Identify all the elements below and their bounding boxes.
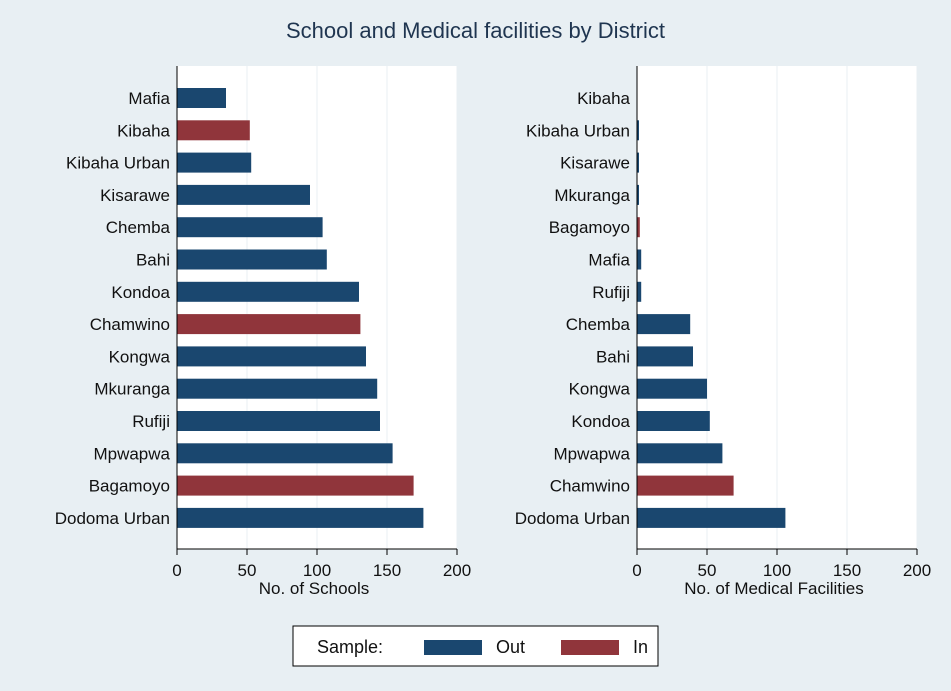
bar-mkuranga	[637, 184, 639, 205]
x-tick-label: 150	[373, 561, 401, 580]
category-label: Rufiji	[132, 412, 170, 431]
category-label: Chamwino	[90, 315, 170, 334]
category-label: Kisarawe	[560, 154, 630, 173]
bar-kibaha	[177, 120, 250, 141]
category-label: Chemba	[566, 315, 631, 334]
category-label: Kibaha Urban	[66, 154, 170, 173]
legend-title: Sample:	[317, 637, 383, 657]
category-label: Kibaha Urban	[526, 121, 630, 140]
x-tick-label: 200	[903, 561, 931, 580]
bar-bahi	[637, 346, 693, 367]
bar-kisarawe	[637, 152, 639, 173]
category-label: Kongwa	[569, 380, 631, 399]
bar-mafia	[637, 249, 642, 270]
category-label: Mkuranga	[554, 186, 630, 205]
category-label: Kibaha	[117, 121, 170, 140]
category-label: Chamwino	[550, 477, 630, 496]
bar-mafia	[177, 88, 226, 108]
bar-bagamoyo	[177, 475, 414, 496]
bar-kongwa	[177, 346, 366, 367]
bar-kisarawe	[177, 184, 310, 205]
bar-chamwino	[637, 475, 734, 496]
category-label: Chemba	[106, 218, 171, 237]
bar-rufiji	[637, 281, 642, 302]
category-label: Mpwapwa	[93, 444, 170, 463]
bar-rufiji	[177, 411, 380, 431]
category-label: Kisarawe	[100, 186, 170, 205]
category-label: Kongwa	[109, 347, 171, 366]
panel-medical: Kibaha Kibaha Urban Kisarawe Mkuranga Bagamo…	[515, 66, 931, 598]
bar-kibaha-urban	[637, 120, 639, 141]
bar-bahi	[177, 249, 327, 270]
category-label: Bahi	[596, 347, 630, 366]
bar-chamwino	[177, 314, 361, 335]
legend-label-in: In	[633, 637, 648, 657]
legend-swatch-in	[561, 640, 619, 655]
category-label: Mafia	[128, 89, 170, 108]
chart-panels: Mafia Kibaha Kibaha Urban Kisarawe Chemba Bah…	[55, 66, 931, 598]
category-label: Kondoa	[111, 283, 170, 302]
bar-bagamoyo	[637, 217, 640, 238]
bar-kibaha-urban	[177, 152, 252, 173]
bar-kondoa	[177, 281, 359, 302]
category-label: Rufiji	[592, 283, 630, 302]
bar-mpwapwa	[177, 443, 393, 464]
x-tick-label: 100	[303, 561, 331, 580]
x-axis-label: No. of Schools	[259, 579, 370, 598]
category-label: Kondoa	[571, 412, 630, 431]
category-label: Bahi	[136, 251, 170, 270]
chart-title: School and Medical facilities by Distric…	[286, 18, 665, 43]
legend-swatch-out	[424, 640, 482, 655]
bar-dodoma-urban	[177, 507, 424, 528]
category-label: Bagamoyo	[89, 477, 170, 496]
bar-dodoma-urban	[637, 507, 786, 528]
category-label: Bagamoyo	[549, 218, 630, 237]
bar-mkuranga	[177, 378, 378, 399]
x-tick-label: 100	[763, 561, 791, 580]
legend: Sample: Out In	[292, 625, 659, 667]
x-tick-label: 150	[833, 561, 861, 580]
panel-schools: Mafia Kibaha Kibaha Urban Kisarawe Chemba Bah…	[55, 66, 471, 598]
category-label: Mpwapwa	[553, 444, 630, 463]
bar-kongwa	[637, 378, 707, 399]
x-tick-label: 50	[238, 561, 257, 580]
category-label: Mafia	[588, 251, 630, 270]
bar-chemba	[637, 314, 691, 335]
category-label: Kibaha	[577, 89, 630, 108]
category-label: Mkuranga	[94, 380, 170, 399]
x-tick-label: 50	[698, 561, 717, 580]
category-label: Dodoma Urban	[515, 509, 630, 528]
category-label: Dodoma Urban	[55, 509, 170, 528]
x-tick-label: 200	[443, 561, 471, 580]
x-tick-label: 0	[632, 561, 641, 580]
x-tick-label: 0	[172, 561, 181, 580]
bar-mpwapwa	[637, 443, 723, 464]
x-axis-label: No. of Medical Facilities	[684, 579, 864, 598]
legend-label-out: Out	[496, 637, 525, 657]
bar-kondoa	[637, 411, 710, 431]
bar-chemba	[177, 217, 323, 238]
